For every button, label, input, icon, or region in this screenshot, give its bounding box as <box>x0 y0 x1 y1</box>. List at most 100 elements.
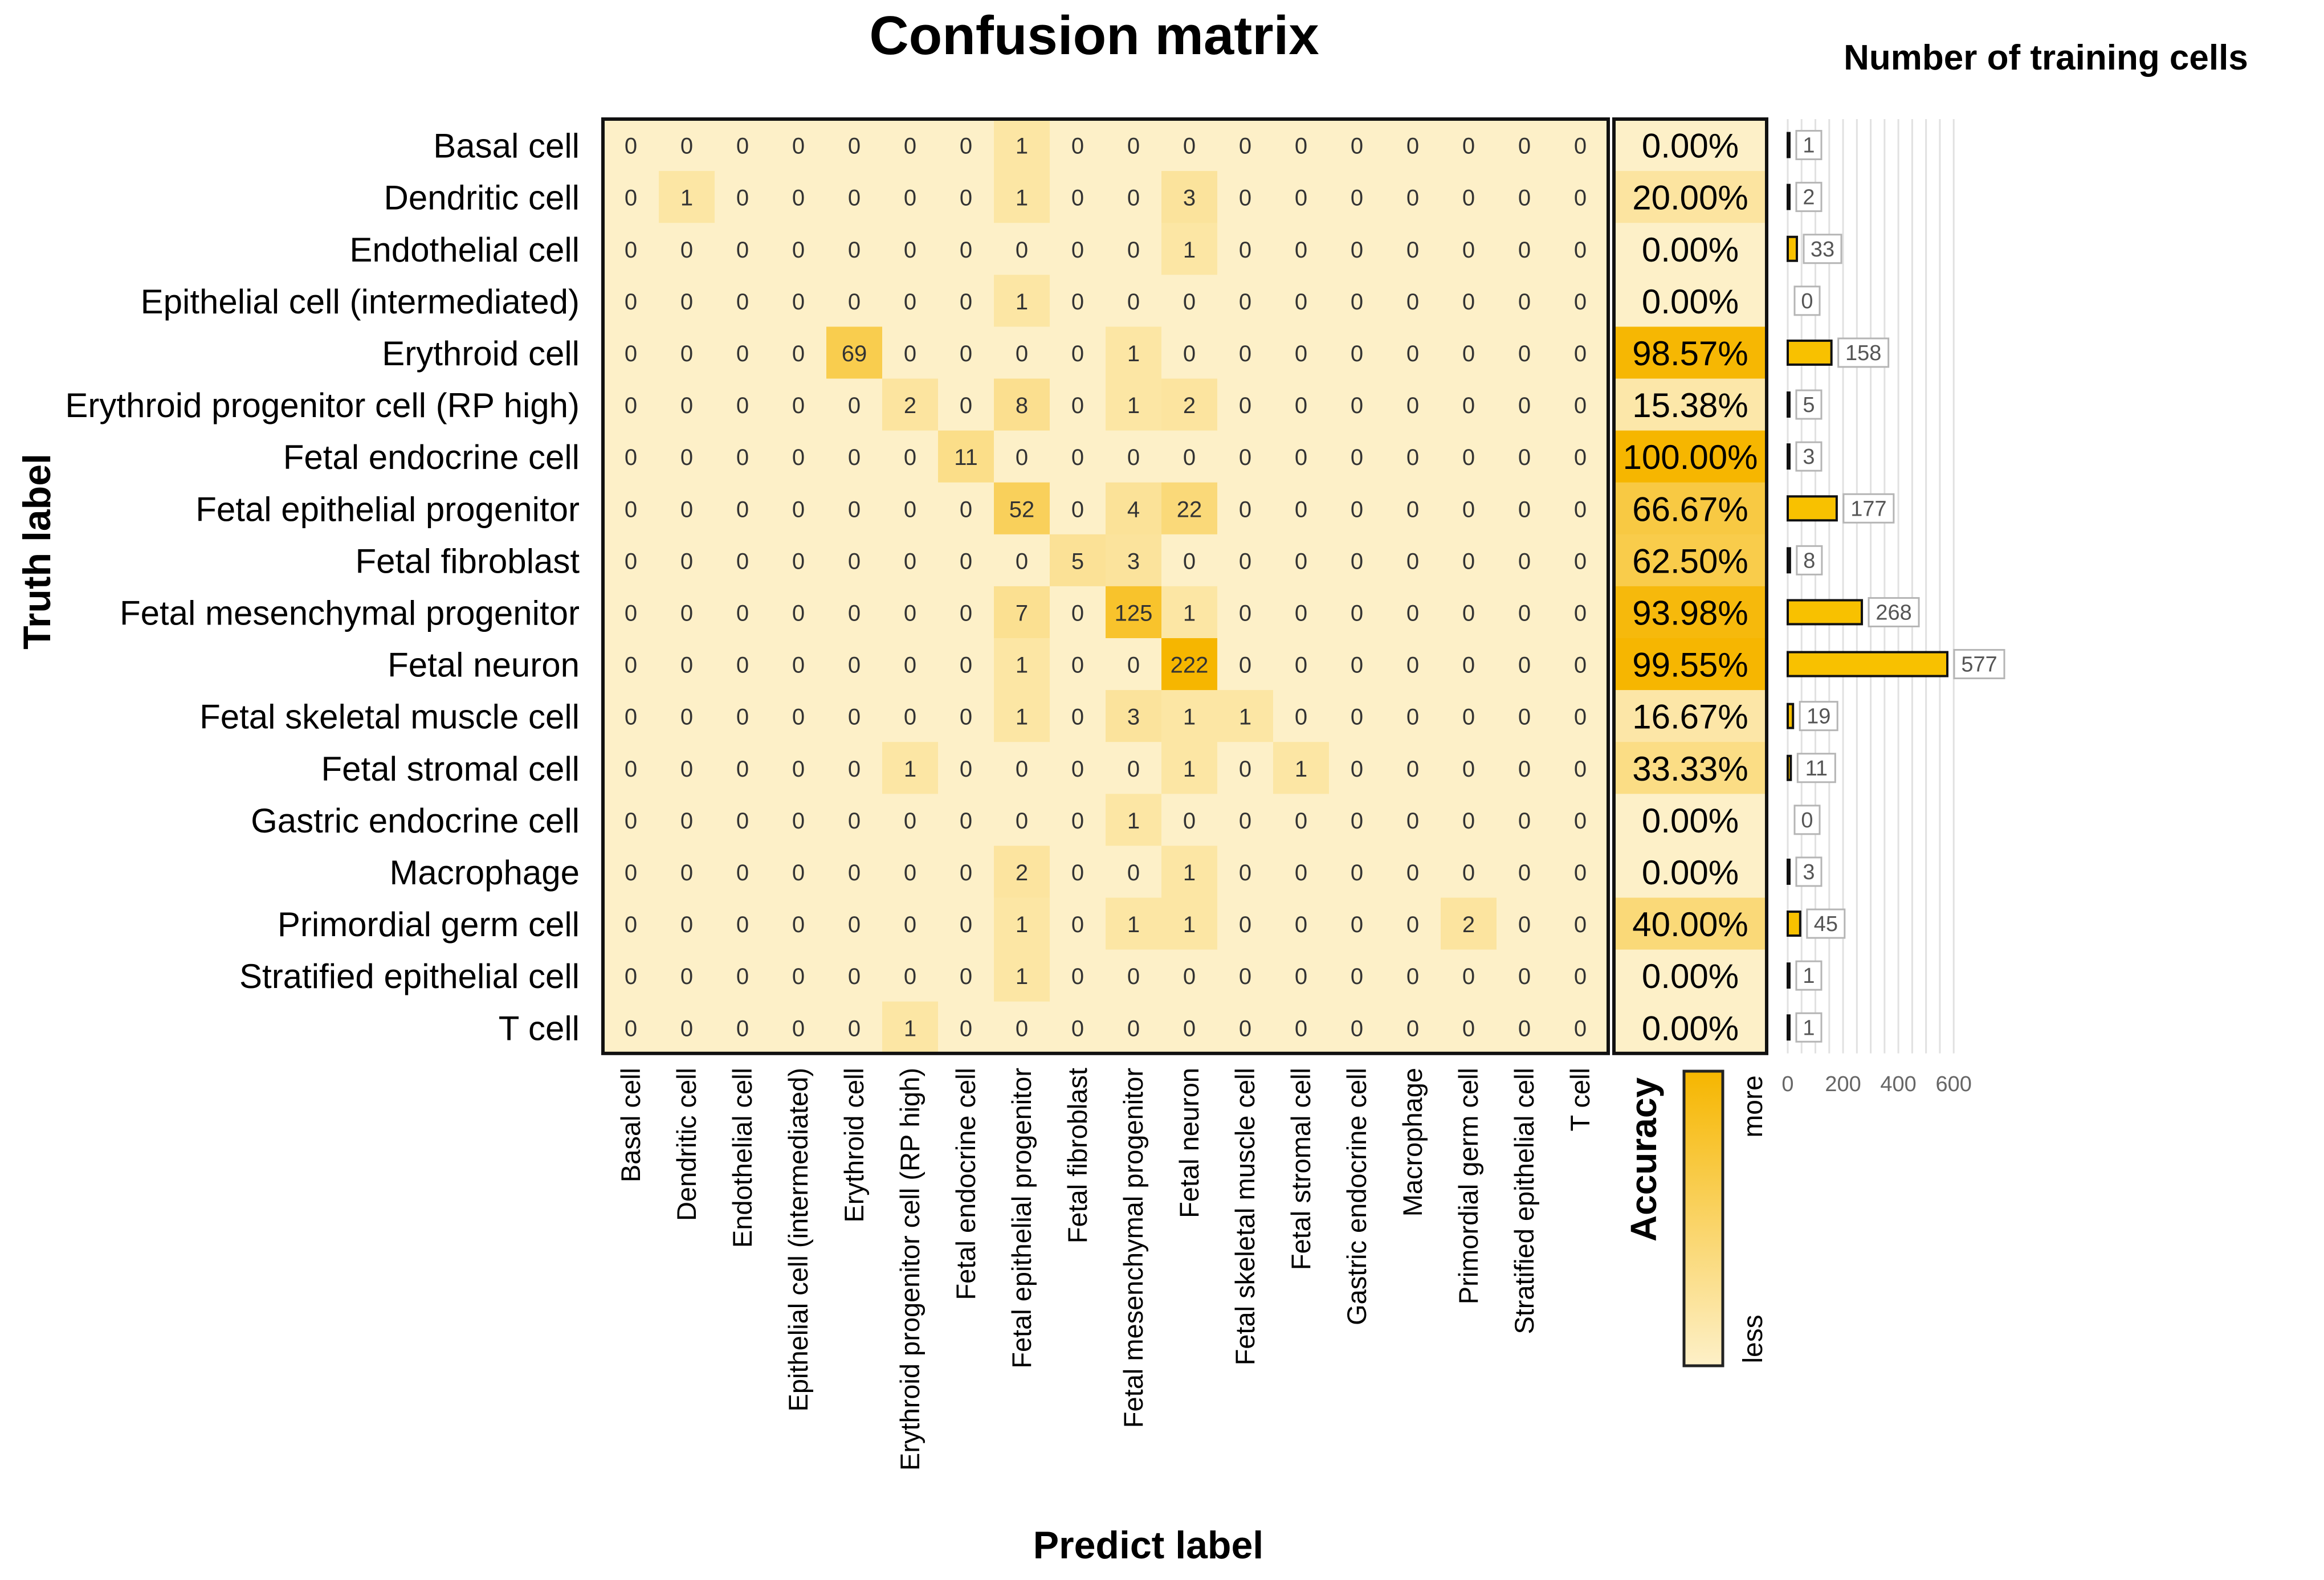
matrix-cell-value: 0 <box>1295 653 1307 678</box>
matrix-cell-value: 0 <box>792 705 805 730</box>
matrix-cell <box>1385 742 1441 794</box>
matrix-cell <box>1161 1001 1218 1054</box>
matrix-cell <box>1106 119 1162 172</box>
matrix-cell-value: 0 <box>1406 757 1419 782</box>
matrix-cell <box>1441 949 1497 1002</box>
matrix-cell <box>770 897 827 950</box>
matrix-cell <box>938 223 994 275</box>
bar-value-box <box>1796 753 1836 783</box>
matrix-cell-value: 0 <box>1016 1016 1028 1041</box>
matrix-cell <box>826 119 883 172</box>
bar <box>1787 911 1801 937</box>
matrix-cell <box>1497 846 1553 898</box>
matrix-cell-value: 2 <box>1016 860 1028 885</box>
row-label: Fetal skeletal muscle cell <box>199 698 580 736</box>
matrix-cell <box>659 690 715 742</box>
matrix-cell-value: 0 <box>1183 549 1196 574</box>
matrix-cell-value: 0 <box>1406 705 1419 730</box>
matrix-cell <box>1385 171 1441 223</box>
matrix-cell-value: 0 <box>680 134 693 159</box>
matrix-cell-value: 0 <box>1239 757 1251 782</box>
matrix-cell-value: 0 <box>680 809 693 834</box>
matrix-cell-value: 0 <box>1574 497 1587 522</box>
matrix-cell-value: 0 <box>904 860 916 885</box>
matrix-cell <box>826 897 883 950</box>
matrix-cell <box>882 1001 939 1054</box>
matrix-cell-value: 0 <box>1016 341 1028 366</box>
matrix-cell <box>994 690 1050 742</box>
matrix-cell <box>938 638 994 691</box>
matrix-cell <box>603 534 659 587</box>
matrix-cell <box>659 638 715 691</box>
matrix-cell-value: 0 <box>848 964 861 989</box>
accuracy-value: 15.38% <box>1632 386 1748 424</box>
column-label: Erythroid cell <box>839 1068 869 1223</box>
matrix-cell-value: 0 <box>1127 134 1140 159</box>
matrix-cell-value: 0 <box>904 134 916 159</box>
matrix-cell-value: 0 <box>1574 238 1587 263</box>
matrix-cell-value: 0 <box>1518 186 1531 211</box>
bar-chart-title: Number of training cells <box>1844 38 2248 77</box>
matrix-cell-value: 0 <box>1295 549 1307 574</box>
matrix-cell-value: 0 <box>1295 705 1307 730</box>
matrix-cell-value: 0 <box>792 289 805 315</box>
matrix-cell <box>770 534 827 587</box>
matrix-cell-value: 0 <box>1351 393 1363 418</box>
matrix-cell <box>1441 794 1497 846</box>
matrix-cell <box>1050 430 1106 483</box>
matrix-cell-value: 0 <box>1351 809 1363 834</box>
matrix-cell <box>715 949 771 1002</box>
matrix-cell <box>1050 1001 1106 1054</box>
matrix-cell-value: 0 <box>1574 964 1587 989</box>
matrix-cell <box>994 846 1050 898</box>
matrix-cell <box>1552 638 1609 691</box>
matrix-cell <box>1441 897 1497 950</box>
matrix-cell <box>770 638 827 691</box>
matrix-cell-value: 0 <box>848 497 861 522</box>
matrix-cell <box>1385 690 1441 742</box>
matrix-cell-value: 0 <box>736 497 749 522</box>
matrix-cell <box>715 586 771 639</box>
matrix-cell-value: 5 <box>1071 549 1084 574</box>
bar-value-label: 3 <box>1803 445 1815 469</box>
matrix-cell-value: 0 <box>1071 601 1084 626</box>
matrix-cell <box>603 949 659 1002</box>
matrix-cell <box>1385 1001 1441 1054</box>
matrix-cell <box>826 690 883 742</box>
accuracy-value: 93.98% <box>1632 594 1748 632</box>
matrix-cell-value: 0 <box>792 809 805 834</box>
matrix-cell <box>1552 534 1609 587</box>
matrix-cell-value: 0 <box>680 289 693 315</box>
matrix-cell-value: 0 <box>625 601 637 626</box>
bar <box>1787 651 1949 677</box>
matrix-cell-value: 0 <box>1406 1016 1419 1041</box>
matrix-cell <box>770 326 827 379</box>
matrix-cell <box>826 534 883 587</box>
matrix-cell <box>603 275 659 327</box>
matrix-cell-value: 0 <box>1071 289 1084 315</box>
matrix-cell <box>1441 586 1497 639</box>
column-label: Macrophage <box>1397 1068 1428 1216</box>
accuracy-column: 0.00% 20.00% 0.00% 0.00% 98.57% 15.38% 100.00%… <box>1612 117 1768 1055</box>
matrix-cell-value: 0 <box>1406 653 1419 678</box>
row-label: Erythroid cell <box>382 334 580 373</box>
matrix-cell-value: 1 <box>1127 809 1140 834</box>
matrix-cell-value: 2 <box>1462 912 1475 937</box>
matrix-cell <box>882 171 939 223</box>
matrix-cell-value: 0 <box>736 134 749 159</box>
matrix-cell <box>1106 275 1162 327</box>
matrix-cell-value: 0 <box>1574 912 1587 937</box>
matrix-cell <box>1552 586 1609 639</box>
matrix-cell <box>715 119 771 172</box>
matrix-cell <box>659 482 715 535</box>
matrix-cell-value: 0 <box>960 134 972 159</box>
matrix-cell <box>1329 897 1385 950</box>
bar <box>1787 339 1833 366</box>
matrix-cell-value: 0 <box>1574 289 1587 315</box>
matrix-cell <box>826 949 883 1002</box>
matrix-cell <box>659 171 715 223</box>
matrix-cell-value: 0 <box>1518 860 1531 885</box>
matrix-cell <box>1441 846 1497 898</box>
matrix-cell-value: 0 <box>960 601 972 626</box>
matrix-cell <box>1329 171 1385 223</box>
